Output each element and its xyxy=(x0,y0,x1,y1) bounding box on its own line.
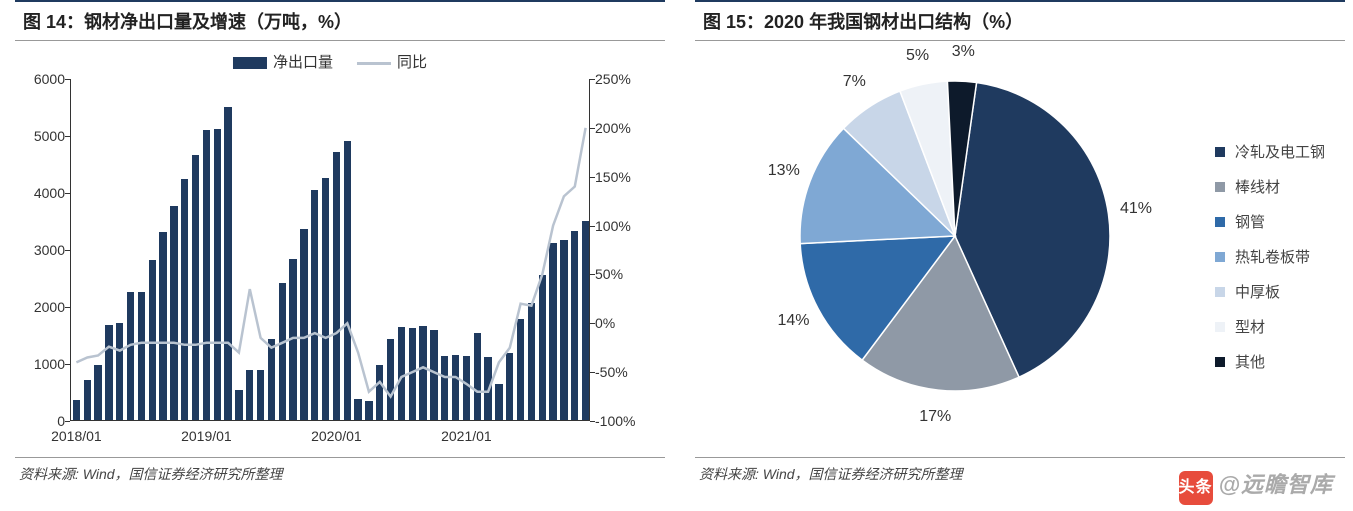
legend-swatch xyxy=(1215,287,1225,297)
pie-chart: 冷轧及电工钢棒线材钢管热轧卷板带中厚板型材其他 41%17%14%13%7%5%… xyxy=(695,51,1325,451)
y1-tick: 4000 xyxy=(15,185,65,201)
y1-tick: 5000 xyxy=(15,128,65,144)
pie-legend-item: 中厚板 xyxy=(1215,281,1325,302)
barline-legend: 净出口量 同比 xyxy=(233,51,427,72)
left-panel: 图 14：钢材净出口量及增速（万吨，%） 净出口量 同比 2018/012019… xyxy=(15,0,665,490)
right-title: 图 15：2020 年我国钢材出口结构（%） xyxy=(695,0,1345,41)
y2-tick: -50% xyxy=(595,364,655,380)
pie-slice-label: 13% xyxy=(768,162,800,180)
left-source: 资料来源: Wind，国信证券经济研究所整理 xyxy=(15,457,665,490)
line-svg xyxy=(71,79,591,421)
pie-slice-label: 3% xyxy=(952,43,975,61)
legend-label: 冷轧及电工钢 xyxy=(1235,141,1325,162)
pie-legend: 冷轧及电工钢棒线材钢管热轧卷板带中厚板型材其他 xyxy=(1215,141,1325,386)
pie-legend-item: 钢管 xyxy=(1215,211,1325,232)
x-tick: 2020/01 xyxy=(311,428,362,444)
pie-legend-item: 热轧卷板带 xyxy=(1215,246,1325,267)
y1-tick: 0 xyxy=(15,413,65,429)
legend-label: 热轧卷板带 xyxy=(1235,246,1310,267)
y1-tick: 1000 xyxy=(15,356,65,372)
legend-swatch xyxy=(1215,182,1225,192)
pie-slice-label: 41% xyxy=(1120,200,1152,218)
y2-tick: -100% xyxy=(595,413,655,429)
legend-line-label: 同比 xyxy=(397,54,427,71)
legend-label: 钢管 xyxy=(1235,211,1265,232)
pie-legend-item: 冷轧及电工钢 xyxy=(1215,141,1325,162)
legend-swatch xyxy=(1215,357,1225,367)
pie-slice-label: 14% xyxy=(777,312,809,330)
y2-tick: 100% xyxy=(595,218,655,234)
left-title: 图 14：钢材净出口量及增速（万吨，%） xyxy=(15,0,665,41)
watermark-text: @远瞻智库 xyxy=(1219,472,1333,497)
legend-swatch xyxy=(1215,322,1225,332)
y1-tick: 3000 xyxy=(15,242,65,258)
pie-legend-item: 其他 xyxy=(1215,351,1325,372)
x-tick: 2019/01 xyxy=(181,428,232,444)
right-panel: 图 15：2020 年我国钢材出口结构（%） 冷轧及电工钢棒线材钢管热轧卷板带中… xyxy=(695,0,1345,490)
pie-wrap xyxy=(790,71,1110,391)
legend-swatch xyxy=(1215,252,1225,262)
legend-bar-swatch xyxy=(233,57,267,69)
legend-bar-label: 净出口量 xyxy=(273,54,333,71)
legend-line-entry: 同比 xyxy=(357,51,427,72)
x-tick: 2021/01 xyxy=(441,428,492,444)
legend-swatch xyxy=(1215,217,1225,227)
barline-chart: 净出口量 同比 2018/012019/012020/012021/01 010… xyxy=(15,51,645,451)
y1-tick: 2000 xyxy=(15,299,65,315)
pie-slice-label: 7% xyxy=(843,73,866,91)
legend-label: 其他 xyxy=(1235,351,1265,372)
legend-swatch xyxy=(1215,147,1225,157)
legend-label: 中厚板 xyxy=(1235,281,1280,302)
x-tick: 2018/01 xyxy=(51,428,102,444)
legend-label: 棒线材 xyxy=(1235,176,1280,197)
plot-area: 2018/012019/012020/012021/01 xyxy=(70,79,590,421)
pie-slice-label: 17% xyxy=(919,408,951,426)
legend-line-swatch xyxy=(357,62,391,65)
legend-bar-entry: 净出口量 xyxy=(233,51,333,72)
watermark-icon: 头条 xyxy=(1179,471,1213,505)
y2-tick: 250% xyxy=(595,71,655,87)
pie-slice-label: 5% xyxy=(906,47,929,65)
y2-tick: 50% xyxy=(595,266,655,282)
watermark: 头条@远瞻智库 xyxy=(1179,467,1333,505)
y2-tick: 150% xyxy=(595,169,655,185)
pie-svg xyxy=(790,71,1110,391)
pie-legend-item: 型材 xyxy=(1215,316,1325,337)
y1-tick: 6000 xyxy=(15,71,65,87)
y2-tick: 0% xyxy=(595,315,655,331)
pie-legend-item: 棒线材 xyxy=(1215,176,1325,197)
legend-label: 型材 xyxy=(1235,316,1265,337)
y2-tick: 200% xyxy=(595,120,655,136)
